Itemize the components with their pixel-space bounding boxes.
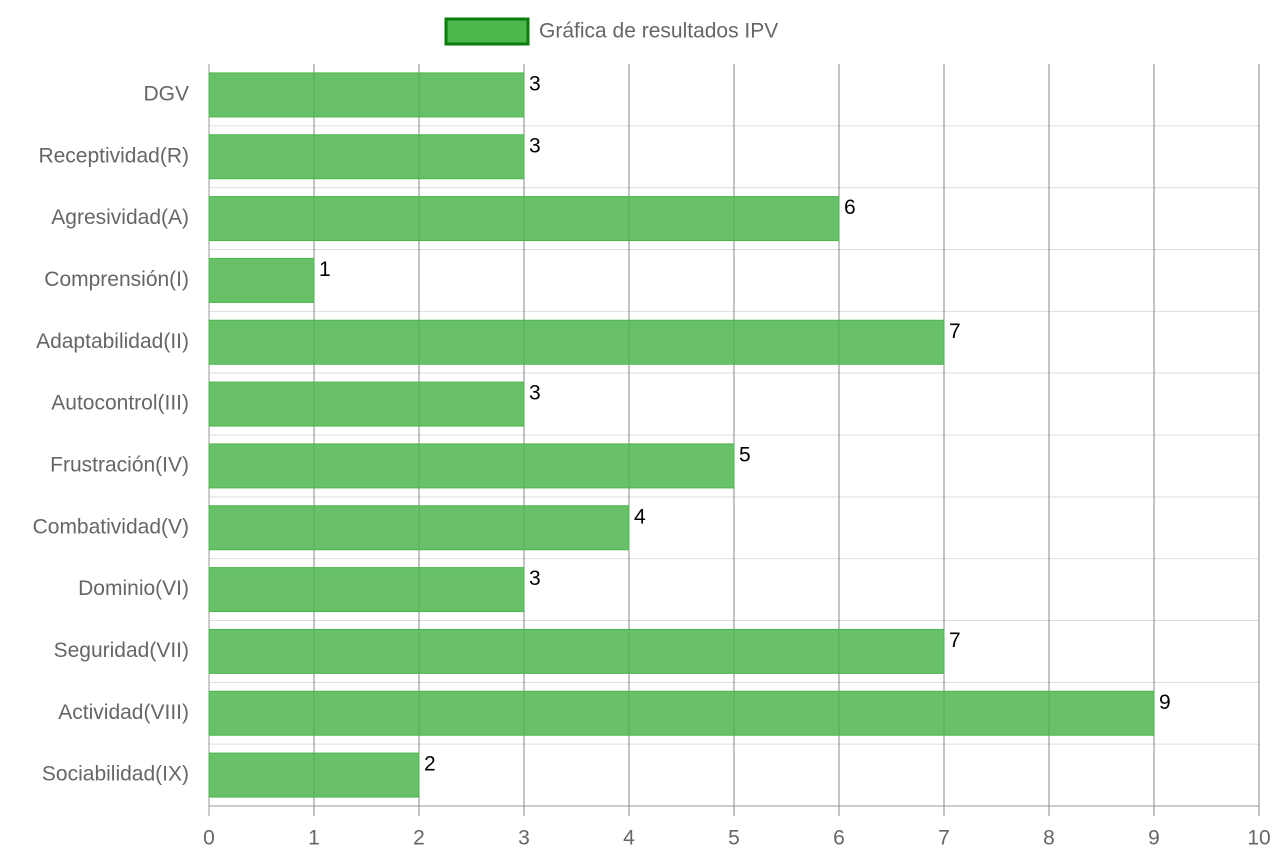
x-tick-label: 9: [1148, 827, 1160, 850]
x-tick-label: 10: [1247, 827, 1270, 850]
value-label: 7: [949, 629, 961, 652]
y-tick-label: Dominio(VI): [78, 577, 189, 600]
value-label: 9: [1159, 691, 1171, 714]
x-tick-label: 8: [1043, 827, 1055, 850]
bar: [208, 505, 630, 551]
y-tick-label: Frustración(IV): [50, 453, 189, 476]
bar: [208, 628, 945, 674]
bar: [208, 752, 420, 798]
value-label: 1: [319, 258, 331, 281]
value-label: 3: [529, 72, 541, 95]
x-tick-label: 4: [623, 827, 635, 850]
x-tick-label: 5: [728, 827, 740, 850]
x-tick-label: 1: [308, 827, 320, 850]
bar: [208, 319, 945, 365]
y-tick-label: Adaptabilidad(II): [36, 330, 189, 353]
y-tick-label: Combatividad(V): [33, 515, 189, 538]
bar: [208, 134, 525, 180]
value-label: 3: [529, 567, 541, 590]
y-tick-label: Actividad(VIII): [58, 701, 189, 724]
value-label: 6: [844, 196, 856, 219]
bar: [208, 381, 525, 427]
y-tick-label: Agresividad(A): [51, 206, 189, 229]
bar: [208, 690, 1155, 736]
y-tick-label: Receptividad(R): [38, 144, 189, 167]
bar: [208, 72, 525, 118]
x-tick-label: 7: [938, 827, 950, 850]
value-label: 7: [949, 320, 961, 343]
x-tick-label: 3: [518, 827, 530, 850]
bar: [208, 257, 315, 303]
x-tick-label: 6: [833, 827, 845, 850]
y-tick-label: Sociabilidad(IX): [42, 763, 189, 786]
bar: [208, 567, 525, 613]
value-label: 3: [529, 134, 541, 157]
legend-label: Gráfica de resultados IPV: [539, 20, 778, 43]
bar: [208, 196, 840, 242]
y-tick-label: Autocontrol(III): [51, 392, 189, 415]
x-tick-label: 0: [203, 827, 215, 850]
value-label: 3: [529, 382, 541, 405]
y-tick-label: DGV: [143, 82, 189, 105]
bar: [208, 443, 735, 489]
y-tick-label: Comprensión(I): [44, 268, 189, 291]
legend-swatch: [444, 17, 530, 46]
value-label: 5: [739, 443, 751, 466]
y-tick-label: Seguridad(VII): [54, 639, 189, 662]
x-tick-label: 2: [413, 827, 425, 850]
value-label: 4: [634, 505, 646, 528]
value-label: 2: [424, 753, 436, 776]
